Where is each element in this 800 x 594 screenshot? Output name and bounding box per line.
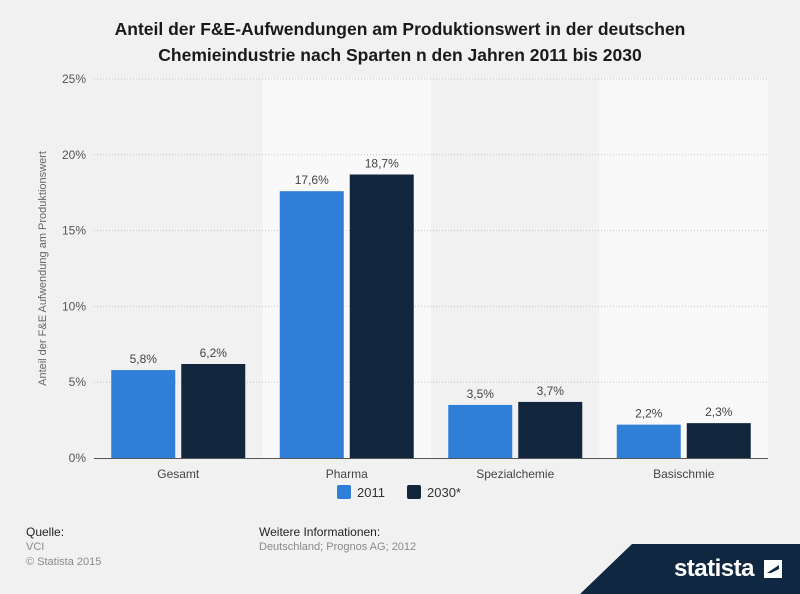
data-label: 2,2% [635, 407, 663, 421]
legend-label-2011: 2011 [357, 485, 385, 500]
y-tick-label: 10% [62, 299, 86, 313]
bar-2030-gesamt [181, 364, 246, 458]
x-tick-label: Spezialchemie [476, 467, 554, 481]
legend-swatch-2030 [407, 485, 421, 499]
footer-info: Weitere Informationen: Deutschland; Prog… [259, 525, 416, 555]
y-tick-label: 0% [69, 451, 87, 465]
y-tick-label: 20% [62, 148, 86, 162]
copyright: © Statista 2015 [26, 556, 102, 568]
data-label: 6,2% [200, 346, 228, 360]
y-tick-label: 5% [69, 375, 87, 389]
statista-logo-icon [764, 560, 782, 578]
data-label: 18,7% [365, 157, 399, 171]
footer-source: Quelle: VCI © Statista 2015 [26, 525, 101, 570]
bar-2030-basischmie [686, 423, 751, 458]
info-label: Weitere Informationen: [259, 525, 381, 539]
source-label: Quelle: [26, 525, 65, 539]
bar-2030-spezialchemie [518, 401, 583, 458]
x-tick-label: Pharma [326, 467, 368, 481]
x-tick-label: Gesamt [157, 467, 200, 481]
info-value: Deutschland; Prognos AG; 2012 [259, 541, 417, 553]
source-value: VCI [26, 541, 45, 553]
bar-2011-gesamt [111, 370, 176, 458]
chart-title: Anteil der F&E-Aufwendungen am Produktio… [40, 16, 760, 68]
legend-swatch-2011 [337, 485, 351, 499]
plot-band [599, 79, 768, 458]
data-label: 3,7% [537, 384, 565, 398]
data-label: 5,8% [130, 352, 158, 366]
y-tick-label: 15% [62, 224, 86, 238]
legend-label-2030: 2030* [427, 485, 461, 500]
bar-2011-pharma [279, 191, 344, 458]
x-tick-label: Basischmie [653, 467, 715, 481]
bar-2011-spezialchemie [448, 404, 513, 458]
bar-2011-basischmie [616, 424, 681, 458]
y-axis-title: Anteil der F&E Aufwendung am Produktions… [37, 151, 49, 386]
data-label: 3,5% [467, 387, 495, 401]
statista-logo-text[interactable]: statista [673, 555, 755, 582]
y-tick-label: 25% [62, 72, 86, 86]
chart-title-line-1: Anteil der F&E-Aufwendungen am Produktio… [114, 19, 686, 39]
bar-2030-pharma [349, 174, 414, 458]
bar-chart: 0% 5% 10% 15% 20% 25% Anteil der F&E Aufwendun… [37, 72, 768, 500]
data-label: 2,3% [705, 405, 733, 419]
data-label: 17,6% [295, 173, 329, 187]
chart-title-line-2: Chemieindustrie nach Sparten n den Jahre… [158, 45, 642, 65]
